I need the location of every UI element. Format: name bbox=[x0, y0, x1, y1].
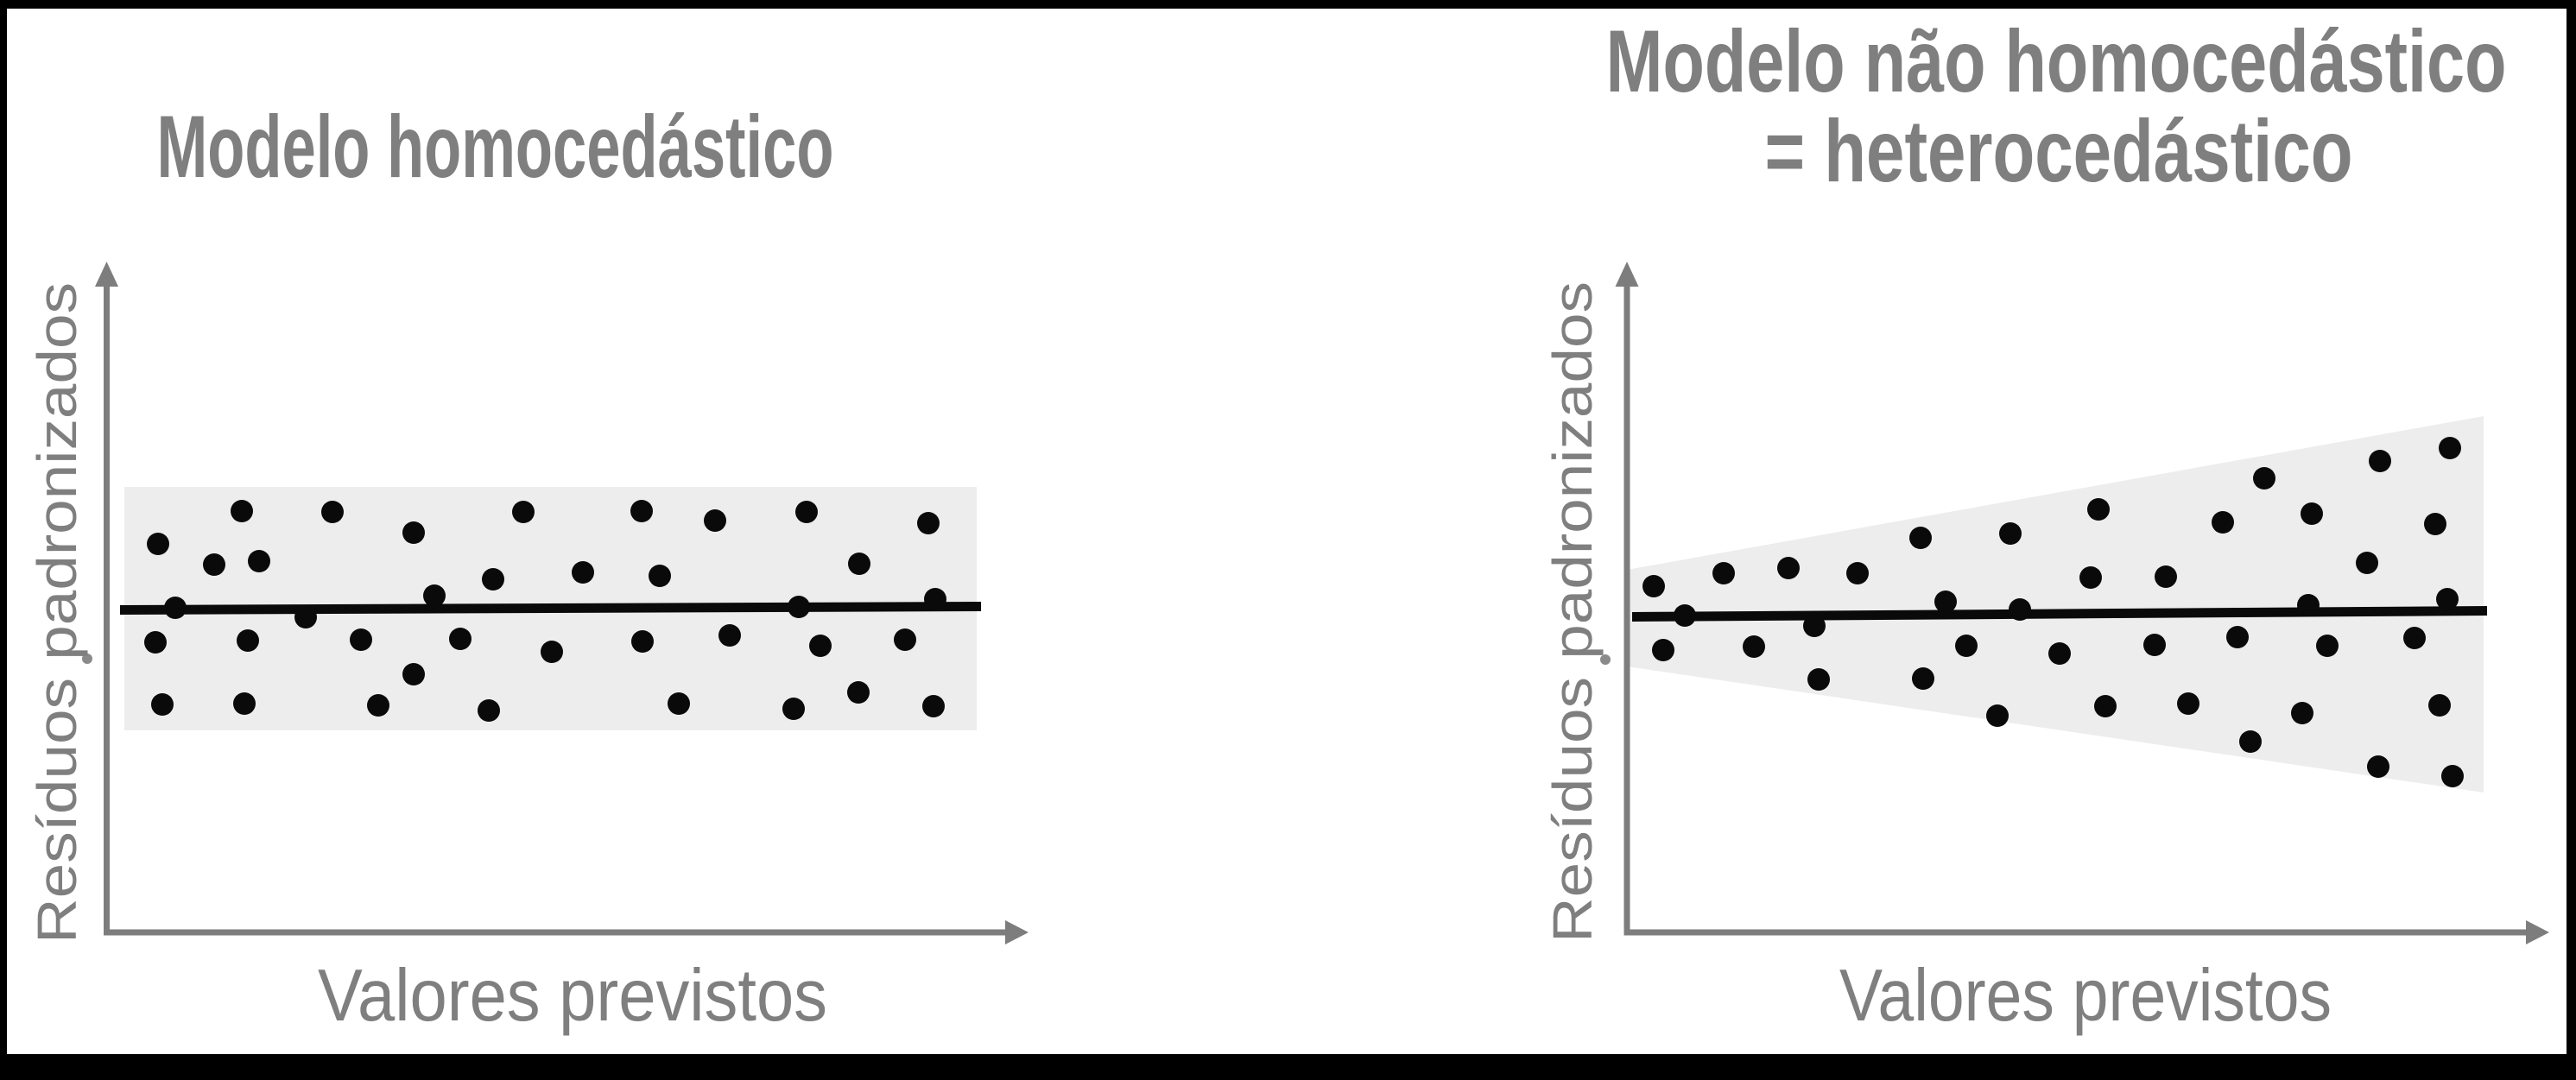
svg-text:Resíduos padronizados: Resíduos padronizados bbox=[26, 282, 88, 944]
svg-text:= heterocedástico: = heterocedástico bbox=[1765, 102, 2353, 200]
svg-text:Resíduos padronizados: Resíduos padronizados bbox=[1541, 281, 1604, 943]
svg-text:Modelo não homocedástico: Modelo não homocedástico bbox=[1606, 12, 2507, 111]
svg-text:Valores previstos: Valores previstos bbox=[318, 955, 827, 1037]
svg-text:Valores previstos: Valores previstos bbox=[1839, 955, 2332, 1037]
svg-text:Modelo homocedástico: Modelo homocedástico bbox=[157, 98, 834, 196]
